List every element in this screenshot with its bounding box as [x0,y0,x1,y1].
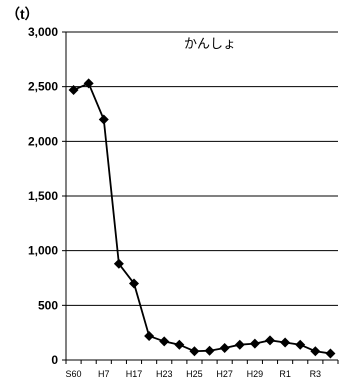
x-tick-label: H25 [186,369,203,379]
data-point [174,339,185,350]
chart-title: かんしょ [184,37,236,52]
data-point [280,337,291,348]
data-point [159,336,170,347]
data-point [310,346,321,357]
x-tick-labels: S60 H7 H17 H23 H25 H27 H29 R1 R3 [66,369,322,379]
data-point [129,278,139,289]
data-series [68,78,336,359]
data-point [113,258,124,269]
y-tick-label: 0 [51,353,58,367]
x-tick-label: H29 [247,369,264,379]
gridlines [66,31,338,306]
y-tick-label: 1,000 [28,244,58,258]
x-tick-label: R3 [310,369,322,379]
data-point [265,335,275,346]
data-point [325,348,336,359]
y-tick-label: 2,000 [28,134,58,148]
data-point [189,346,200,357]
x-tick-label: H27 [216,369,233,379]
data-point [68,84,79,95]
x-tick-label: H7 [98,369,110,379]
x-tick-label: S60 [66,369,82,379]
data-point [98,114,109,125]
y-tick-label: 1,500 [28,189,58,203]
x-tick-label: R1 [279,369,291,379]
x-tick-label: H23 [156,369,173,379]
series-line [73,82,331,355]
y-tick-label: 3,000 [28,25,58,39]
y-tick-label: 500 [38,298,58,312]
data-point [204,345,215,356]
data-point [249,338,260,349]
data-point [295,339,306,350]
x-tick-label: H17 [126,369,143,379]
data-point [219,342,230,353]
data-point [144,330,155,341]
data-point [83,78,94,89]
unit-label: （t） [6,6,39,22]
y-tick-labels: 0 500 1,000 1,500 2,000 2,500 3,000 [28,25,58,367]
axes [62,31,339,364]
y-tick-label: 2,500 [28,80,58,94]
data-point [234,339,245,350]
